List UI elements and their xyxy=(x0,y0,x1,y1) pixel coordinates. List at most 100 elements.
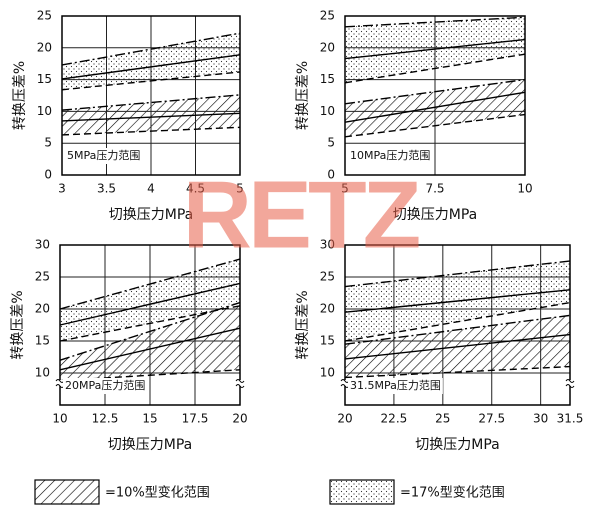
x-tick-label: 15 xyxy=(142,412,157,426)
y-tick-label: 25 xyxy=(320,9,335,23)
x-tick-label: 3 xyxy=(58,182,66,196)
y-tick-label: 5 xyxy=(44,136,52,150)
band-lower-line xyxy=(59,369,241,382)
y-axis-label: 转换压差% xyxy=(9,290,26,359)
x-tick-label: 20 xyxy=(232,412,247,426)
annotation-background xyxy=(348,148,433,164)
band-lower-line xyxy=(344,365,571,379)
y-tick-label: 20 xyxy=(37,40,52,54)
band-center-line xyxy=(61,54,241,80)
x-tick-label: 25 xyxy=(435,412,450,426)
x-tick-label: 7.5 xyxy=(425,182,444,196)
legend-label: =17%型变化范围 xyxy=(400,485,505,501)
y-axis-label: 转换压差% xyxy=(294,290,311,359)
band-center-line xyxy=(344,91,526,123)
band-upper-line xyxy=(61,32,241,66)
x-axis-label: 切换压力MPa xyxy=(415,436,499,453)
y-tick-label: 10 xyxy=(35,366,50,380)
y-tick-label: 5 xyxy=(327,136,335,150)
x-tick-label: 30 xyxy=(533,412,548,426)
annotation: 5MPa压力范围 xyxy=(67,148,140,162)
y-tick-label: 25 xyxy=(35,270,50,284)
x-tick-label: 31.5 xyxy=(557,412,584,426)
y-tick-label: 10 xyxy=(320,104,335,118)
axis-break-gap xyxy=(56,380,64,386)
plot-frame xyxy=(61,15,241,176)
y-tick-label: 15 xyxy=(320,72,335,86)
y-tick-label: 10 xyxy=(320,366,335,380)
band-center-line xyxy=(59,327,241,371)
axis-break xyxy=(340,384,350,388)
x-tick-label: 27.5 xyxy=(478,412,505,426)
x-tick-label: 4 xyxy=(147,182,155,196)
y-tick-label: 10 xyxy=(37,104,52,118)
axis-break xyxy=(565,379,575,383)
annotation-background xyxy=(65,148,143,164)
axis-break xyxy=(565,384,575,388)
y-tick-label: 30 xyxy=(320,238,335,252)
y-tick-label: 15 xyxy=(37,72,52,86)
x-tick-label: 17.5 xyxy=(182,412,209,426)
x-tick-label: 4.5 xyxy=(186,182,205,196)
legend-label: =10%型变化范围 xyxy=(105,485,210,501)
y-tick-label: 25 xyxy=(37,9,52,23)
axis-break xyxy=(235,379,245,383)
legend-swatch xyxy=(34,479,100,505)
y-axis-label: 转换压差% xyxy=(11,61,28,130)
y-tick-label: 0 xyxy=(44,168,52,182)
band-lower-line xyxy=(61,71,241,91)
band-center-line xyxy=(61,112,241,122)
axis-break-gap xyxy=(566,380,574,386)
band-center-line xyxy=(344,38,526,60)
x-tick-label: 22.5 xyxy=(381,412,408,426)
y-tick-label: 30 xyxy=(35,238,50,252)
plot-frame xyxy=(344,15,526,176)
band-upper-line xyxy=(344,260,571,288)
band-upper-line xyxy=(344,16,526,28)
y-tick-label: 15 xyxy=(320,334,335,348)
band-center-line xyxy=(344,289,571,313)
x-axis-label: 切换压力MPa xyxy=(109,206,193,223)
plot-frame xyxy=(344,244,571,406)
band-lower-line xyxy=(59,305,241,342)
y-tick-label: 25 xyxy=(320,270,335,284)
band-upper-line xyxy=(344,78,526,105)
x-tick-label: 5 xyxy=(236,182,244,196)
annotation-background xyxy=(63,378,148,394)
x-tick-label: 5 xyxy=(341,182,349,196)
axis-break-gap xyxy=(341,380,349,386)
annotation: 10MPa压力范围 xyxy=(350,148,430,162)
watermark: RETZ xyxy=(183,161,419,268)
band-lower-line xyxy=(344,113,526,138)
x-tick-label: 20 xyxy=(337,412,352,426)
y-tick-label: 15 xyxy=(35,334,50,348)
band-upper-line xyxy=(61,94,241,111)
axis-break xyxy=(340,379,350,383)
x-tick-label: 10 xyxy=(517,182,532,196)
y-tick-label: 20 xyxy=(35,302,50,316)
x-tick-label: 3.5 xyxy=(97,182,116,196)
y-tick-label: 20 xyxy=(320,40,335,54)
band-upper-line xyxy=(59,301,241,361)
x-axis-label: 切换压力MPa xyxy=(393,206,477,223)
annotation-background xyxy=(348,378,443,394)
axis-break xyxy=(55,384,65,388)
axis-break xyxy=(235,384,245,388)
plot-frame xyxy=(59,244,241,406)
band-lower-line xyxy=(344,301,571,342)
legend-swatch xyxy=(329,479,395,505)
band-center-line xyxy=(59,282,241,326)
band-center-line xyxy=(344,333,571,360)
y-axis-label: 转换压差% xyxy=(294,61,311,130)
y-tick-label: 0 xyxy=(327,168,335,182)
annotation: 20MPa压力范围 xyxy=(65,378,145,392)
axis-break-gap xyxy=(236,380,244,386)
band-upper-line xyxy=(59,258,241,310)
band-lower-line xyxy=(61,126,241,136)
y-tick-label: 20 xyxy=(320,302,335,316)
axis-break xyxy=(55,379,65,383)
annotation: 31.5MPa压力范围 xyxy=(350,378,441,392)
band-upper-line xyxy=(344,314,571,345)
x-tick-label: 12.5 xyxy=(92,412,119,426)
